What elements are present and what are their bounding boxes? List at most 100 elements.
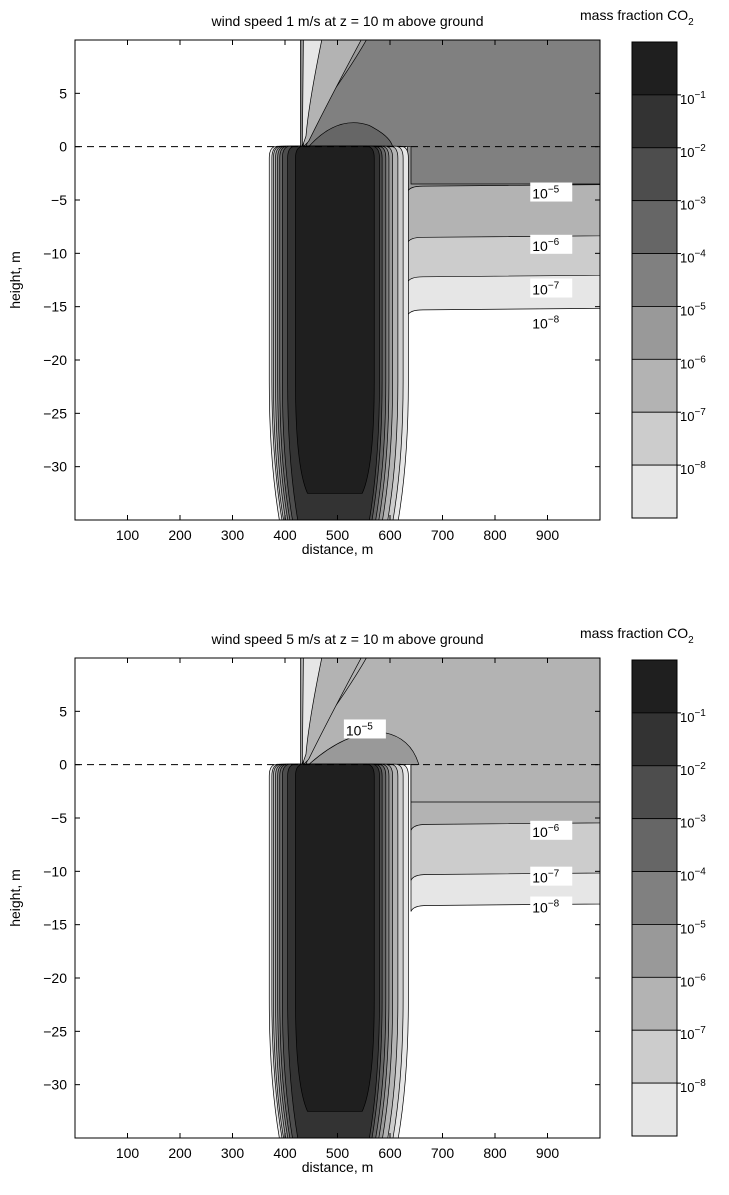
- contour-label-bg: [530, 312, 573, 332]
- colorbar-band: [631, 1029, 678, 1084]
- colorbar-tick-label: 10−8: [680, 460, 706, 477]
- y-tick-label: −25: [43, 1023, 67, 1039]
- x-tick-label: 900: [536, 527, 560, 543]
- x-tick-label: 900: [536, 1145, 560, 1161]
- colorbar-frame: [631, 41, 678, 519]
- contour-label: 10−6: [532, 237, 559, 254]
- colorbar-tick-label: 10−3: [680, 814, 706, 831]
- y-tick-label: 5: [59, 703, 67, 719]
- column-level-9: [295, 763, 375, 1112]
- contour-label: 10−5: [346, 721, 373, 738]
- y-tick-label: −20: [43, 352, 67, 368]
- contour-label: 10−5: [532, 185, 559, 202]
- y-axis-label: height, m: [7, 869, 23, 927]
- contour-label: 10−7: [532, 281, 559, 298]
- colorbar-band: [631, 358, 678, 413]
- colorbar-band: [631, 411, 678, 466]
- x-tick-label: 100: [116, 1145, 140, 1161]
- y-tick-label: −10: [43, 863, 67, 879]
- colorbar-band: [631, 818, 678, 872]
- y-tick-label: 0: [59, 139, 67, 155]
- colorbar-tick-label: 10−5: [680, 919, 706, 936]
- colorbar-band: [631, 1082, 678, 1137]
- colorbar-tick-label: 10−2: [680, 761, 706, 778]
- contour-label: 10−8: [532, 315, 559, 332]
- colorbar-band: [631, 712, 678, 767]
- y-tick-label: 5: [59, 85, 67, 101]
- colorbar-band: [631, 147, 678, 202]
- x-tick-label: 400: [273, 1145, 297, 1161]
- x-tick-label: 800: [483, 1145, 507, 1161]
- contour-label-bg: [530, 866, 573, 886]
- colorbar-band: [631, 976, 678, 1031]
- contour-label: 10−7: [532, 869, 559, 886]
- y-tick-label: −15: [43, 299, 67, 315]
- colorbar-band: [631, 41, 678, 96]
- x-axis-label: distance, m: [302, 541, 374, 557]
- y-tick-label: −5: [51, 192, 67, 208]
- colorbar-frame: [631, 659, 678, 1137]
- x-axis-label: distance, m: [302, 1159, 374, 1175]
- contour-label-bg: [530, 820, 573, 840]
- colorbar-band: [631, 253, 678, 307]
- contour-label: 10−6: [532, 823, 559, 840]
- chart-title: wind speed 5 m/s at z = 10 m above groun…: [211, 631, 484, 647]
- colorbar-tick-label: 10−7: [680, 407, 706, 424]
- x-tick-label: 500: [326, 1145, 350, 1161]
- contour-label-bg: [530, 234, 573, 254]
- colorbar-tick-label: 10−2: [680, 143, 706, 160]
- y-tick-label: −20: [43, 970, 67, 986]
- y-tick-label: −15: [43, 917, 67, 933]
- colorbar-tick-label: 10−5: [680, 301, 706, 318]
- colorbar-tick-label: 10−6: [680, 972, 706, 989]
- contour-label-bg: [530, 278, 573, 298]
- x-tick-label: 700: [431, 527, 455, 543]
- colorbar-band: [631, 94, 678, 149]
- contour-label: 10−8: [532, 899, 559, 916]
- colorbar-band: [631, 765, 678, 820]
- y-tick-label: −25: [43, 405, 67, 421]
- colorbar-band: [631, 659, 678, 714]
- colorbar-band: [631, 464, 678, 519]
- colorbar-tick-label: 10−4: [680, 249, 706, 266]
- plume-bulge: [307, 122, 394, 148]
- panel-1: 10−5 10−6 10−7 10−8 wind speed 1 m/s at z = …: [7, 7, 706, 557]
- y-tick-label: −30: [43, 459, 67, 475]
- x-tick-label: 300: [221, 527, 245, 543]
- x-tick-label: 800: [483, 527, 507, 543]
- contour-area: [75, 40, 600, 520]
- x-tick-label: 200: [168, 1145, 192, 1161]
- colorbar-tick-label: 10−1: [680, 90, 706, 107]
- x-tick-label: 300: [221, 1145, 245, 1161]
- x-tick-label: 600: [378, 1145, 402, 1161]
- x-tick-label: 700: [431, 1145, 455, 1161]
- colorbar-band: [631, 871, 678, 925]
- x-tick-label: 500: [326, 527, 350, 543]
- x-tick-label: 400: [273, 527, 297, 543]
- colorbar-band: [631, 200, 678, 254]
- contour-label-bg: [343, 719, 386, 739]
- colorbar-tick-label: 10−1: [680, 708, 706, 725]
- colorbar-title: mass fraction CO2: [580, 7, 694, 28]
- colorbar-band: [631, 306, 678, 360]
- y-tick-label: −30: [43, 1077, 67, 1093]
- contour-label-bg: [530, 182, 573, 202]
- y-tick-label: −5: [51, 810, 67, 826]
- y-tick-label: −10: [43, 245, 67, 261]
- panel-2: 10−5 10−6 10−7 10−8 wind speed 5 m/s at z = …: [7, 625, 706, 1175]
- column-level-9: [295, 145, 375, 494]
- chart-title: wind speed 1 m/s at z = 10 m above groun…: [211, 13, 484, 29]
- colorbar-band: [631, 924, 678, 978]
- colorbar-title: mass fraction CO2: [580, 625, 694, 646]
- y-tick-label: 0: [59, 757, 67, 773]
- contour-area: [75, 658, 600, 1138]
- x-tick-label: 100: [116, 527, 140, 543]
- colorbar-tick-label: 10−7: [680, 1025, 706, 1042]
- colorbar-tick-label: 10−3: [680, 196, 706, 213]
- colorbar-tick-label: 10−4: [680, 867, 706, 884]
- colorbar-tick-label: 10−6: [680, 354, 706, 371]
- colorbar-tick-label: 10−8: [680, 1078, 706, 1095]
- y-axis-label: height, m: [7, 251, 23, 309]
- x-tick-label: 600: [378, 527, 402, 543]
